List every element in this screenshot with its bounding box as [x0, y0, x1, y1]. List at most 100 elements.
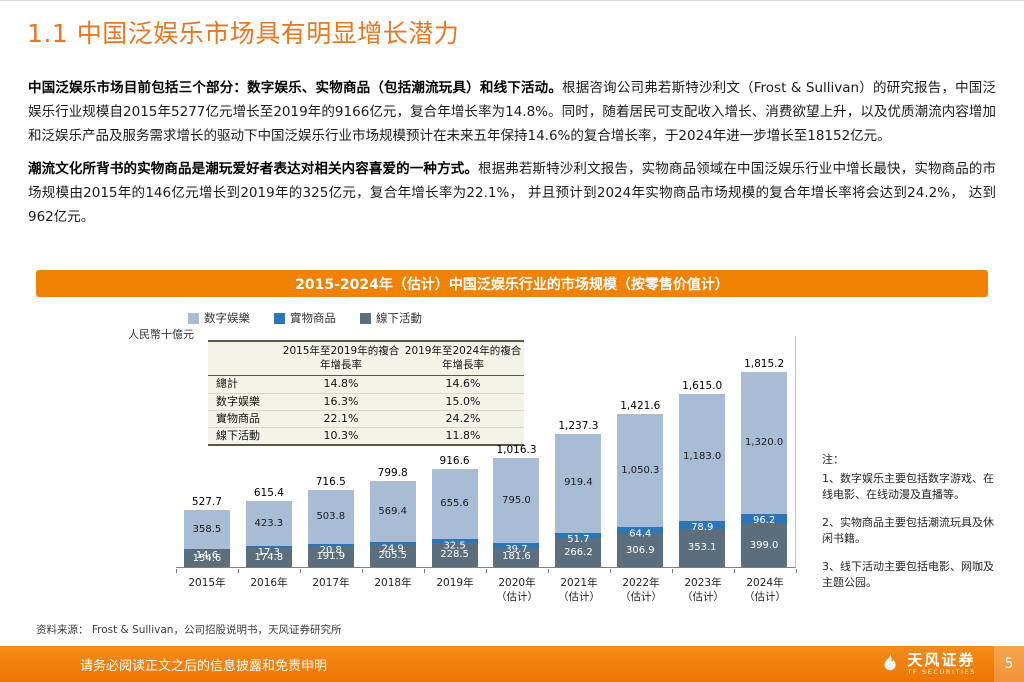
segment-value-label: 78.9	[691, 521, 714, 533]
segment-digital: 1,320.0	[741, 372, 788, 514]
segment-goods: 51.7	[555, 532, 602, 544]
cagr-col-header: 2019年至2024年的複合年增長率	[402, 341, 524, 377]
cagr-row: 實物商品 22.1% 24.2%	[208, 410, 524, 429]
notes-label: 注：	[822, 453, 844, 466]
x-axis-ticks	[176, 568, 798, 573]
segment-value-label: 154.6	[192, 552, 222, 564]
legend-item: 数字娱樂	[188, 310, 250, 326]
brand-name-cn: 天风证券	[907, 651, 976, 670]
segment-offline: 399.0	[741, 524, 788, 567]
segment-value-label: 795.0	[502, 494, 531, 506]
x-axis-label: 2015年	[188, 577, 226, 589]
plot-area: 527.7 358.5 14.6 154.6 615.4 423.3 17.3 174.8 71…	[176, 336, 796, 568]
segment-offline: 174.8	[245, 548, 292, 567]
page-title: 1.1 中国泛娱乐市场具有明显增长潜力	[27, 19, 460, 48]
x-axis-label: 2019年	[436, 577, 474, 589]
page-number: 5	[994, 646, 1024, 682]
segment-value-label: 569.4	[378, 505, 407, 517]
legend-item: 線下活動	[360, 310, 422, 326]
legend-swatch-icon	[188, 312, 199, 324]
legend-label: 線下活動	[376, 311, 422, 325]
segment-offline: 353.1	[679, 529, 726, 567]
x-axis-label: 2018年	[374, 577, 412, 589]
segment-goods: 32.5	[431, 539, 478, 551]
segment-digital: 503.8	[307, 490, 354, 545]
stacked-bar: 716.5 503.8 20.8 191.9	[300, 336, 362, 567]
segment-digital: 919.4	[555, 434, 602, 533]
footer-disclaimer: 请务必阅读正文之后的信息披露和免责申明	[80, 658, 328, 674]
segment-digital: 569.4	[369, 481, 416, 543]
segment-digital: 1,050.3	[617, 414, 664, 528]
legend-label: 實物商品	[290, 311, 336, 325]
segment-digital: 1,183.0	[679, 393, 726, 521]
legend-label: 数字娱樂	[204, 311, 250, 325]
cagr-row: 總計 14.8% 14.6%	[208, 375, 524, 394]
segment-offline: 228.5	[431, 542, 478, 567]
segment-goods: 78.9	[679, 520, 726, 533]
segment-value-label: 503.8	[316, 511, 346, 523]
paragraph-1-lead: 中国泛娱乐市场目前包括三个部分：数字娱乐、实物商品（包括潮流玩具）和线下活动。	[28, 80, 563, 96]
paragraph-2: 潮流文化所背书的实物商品是潮玩爱好者表达对相关内容喜爱的一种方式。根据弗若斯特沙…	[28, 157, 996, 229]
segment-offline: 205.5	[369, 544, 416, 567]
segment-value-label: 64.4	[629, 528, 652, 540]
segment-offline: 181.6	[493, 547, 540, 567]
segment-value-label: 32.5	[443, 540, 466, 552]
x-axis-label: 2022年 （估计）	[620, 577, 662, 604]
segment-value-label: 423.3	[254, 517, 284, 529]
segment-value-label: 24.9	[381, 543, 404, 555]
segment-value-label: 399.0	[749, 539, 779, 551]
bar-total-label: 1,615.0	[682, 379, 723, 392]
bar-total-label: 1,815.2	[744, 358, 785, 371]
cagr-col-header: 2015年至2019年的複合年增長率	[280, 341, 402, 377]
paragraph-2-body: 根据弗若斯特沙利文报告，实物商品领域在中国泛娱乐行业中增长最快，实物商品的市场规…	[28, 161, 997, 226]
stacked-bar: 1,815.2 1,320.0 96.2 399.0	[733, 336, 795, 567]
stacked-bar: 799.8 569.4 24.9 205.5	[362, 336, 424, 567]
cagr-row: 線下活動 10.3% 11.8%	[216, 429, 481, 443]
chart-legend: 数字娱樂 實物商品 線下活動	[188, 310, 422, 326]
segment-digital: 358.5	[183, 510, 230, 549]
chart-notes: 注： 1、数字娱乐主要包括数字游戏、在线电影、在线动漫及直播等。 2、实物商品主…	[822, 452, 1004, 603]
top-divider	[0, 0, 1024, 1]
segment-value-label: 1,320.0	[745, 437, 784, 449]
segment-digital: 655.6	[431, 468, 478, 539]
paragraph-2-lead: 潮流文化所背书的实物商品是潮玩爱好者表达对相关内容喜爱的一种方式。	[28, 161, 478, 178]
cagr-table: 2015年至2019年的複合年增長率 2019年至2024年的複合年增長率 總計 14…	[208, 340, 524, 447]
legend-item: 實物商品	[274, 310, 336, 326]
segment-value-label: 20.8	[319, 545, 342, 557]
paragraph-1-body: 根据咨询公司弗若斯特沙利文（Frost & Sullivan）的研究报告，中国泛…	[28, 80, 996, 145]
segment-digital: 423.3	[245, 500, 292, 547]
x-axis-labels: 2015年 2016年 2017年 2018年 2019年 2020年 （估计） 2021年…	[176, 576, 796, 604]
segment-value-label: 1,050.3	[621, 464, 660, 476]
segment-value-label: 358.5	[192, 523, 222, 535]
legend-swatch-icon	[360, 312, 371, 324]
note-item-1: 1、数字娱乐主要包括数字游戏、在线电影、在线动漫及直播等。	[822, 471, 994, 502]
segment-value-label: 266.2	[564, 546, 593, 558]
segment-value-label: 96.2	[752, 514, 776, 526]
segment-goods: 24.9	[369, 542, 416, 554]
bar-total-label: 1,237.3	[558, 420, 599, 433]
segment-value-label: 228.5	[440, 548, 469, 560]
brand-text: 天风证券 TF SECURITIES	[907, 652, 976, 676]
stacked-bar: 615.4 423.3 17.3 174.8	[238, 336, 300, 567]
bar-total-label: 799.8	[377, 467, 408, 480]
brand-name-en: TF SECURITIES	[907, 667, 976, 676]
x-axis-label: 2024年 （估计）	[744, 577, 786, 604]
segment-goods: 64.4	[617, 527, 664, 539]
stacked-bar: 1,237.3 919.4 51.7 266.2	[547, 336, 609, 567]
body-text: 中国泛娱乐市场目前包括三个部分：数字娱乐、实物商品（包括潮流玩具）和线下活动。根…	[28, 76, 996, 238]
segment-goods: 17.3	[245, 546, 292, 558]
x-axis-label: 2017年	[312, 577, 350, 589]
x-axis-label: 2021年 （估计）	[558, 577, 600, 604]
x-axis-label: 2023年 （估计）	[682, 577, 724, 604]
tf-securities-logo: 天风证券 TF SECURITIES	[879, 646, 976, 682]
legend-swatch-icon	[274, 312, 285, 324]
segment-value-label: 306.9	[625, 544, 655, 556]
note-item-3: 3、线下活动主要包括电影、网咖及主题公园。	[822, 559, 994, 590]
segment-value-label: 655.6	[440, 497, 469, 509]
segment-value-label: 353.1	[687, 542, 717, 554]
paragraph-1: 中国泛娱乐市场目前包括三个部分：数字娱乐、实物商品（包括潮流玩具）和线下活动。根…	[28, 76, 996, 148]
segment-goods: 14.6	[183, 548, 230, 560]
stacked-bar: 1,615.0 1,183.0 78.9 353.1	[671, 336, 733, 567]
segment-goods: 39.7	[493, 543, 540, 555]
